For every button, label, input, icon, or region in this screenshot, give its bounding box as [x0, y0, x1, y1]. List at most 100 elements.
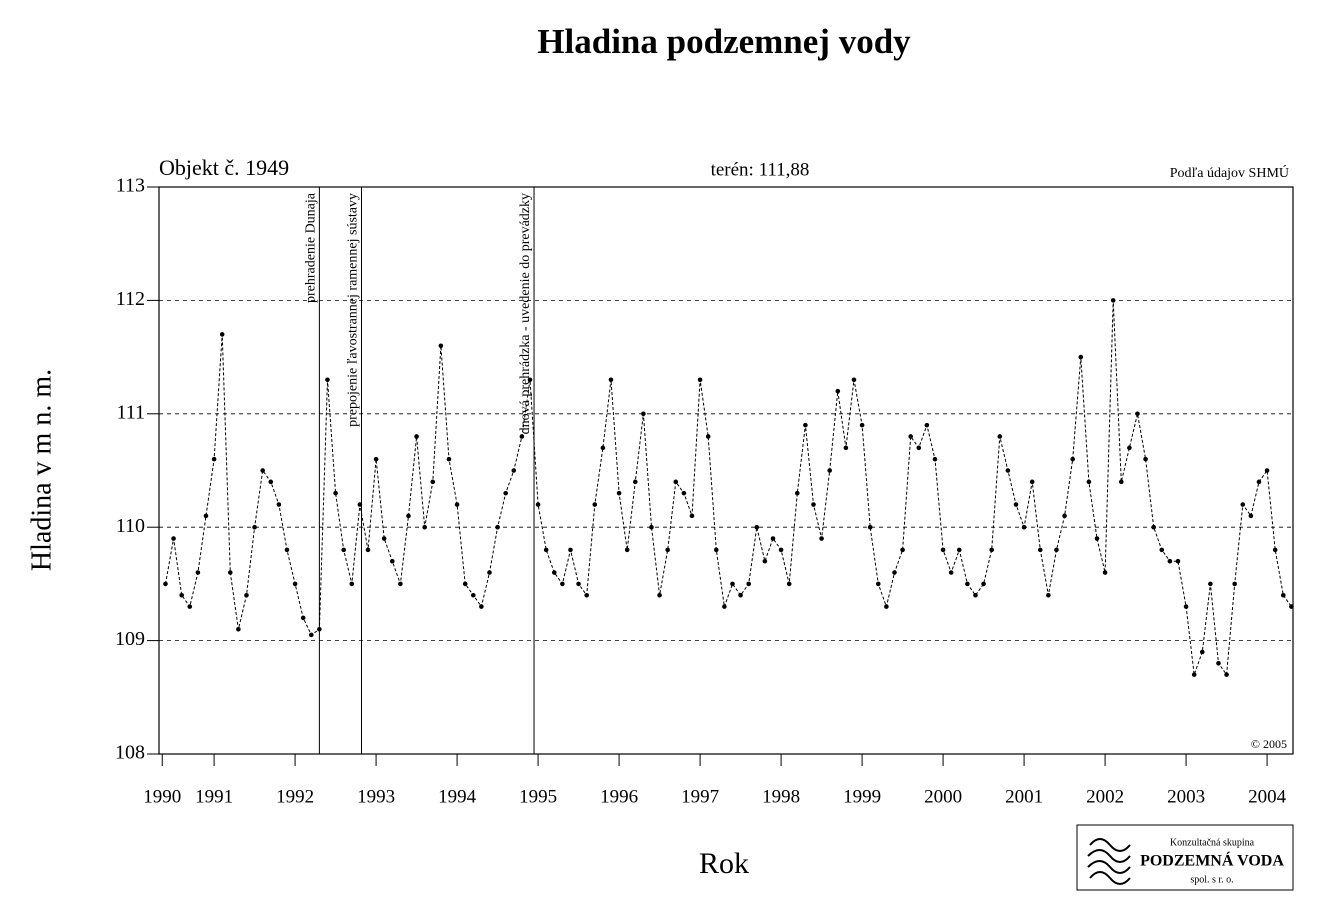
- data-point: [568, 547, 573, 553]
- data-point: [632, 479, 638, 485]
- data-point: [519, 434, 525, 439]
- data-point: [600, 445, 606, 451]
- x-tick-label: 1997: [681, 786, 719, 807]
- logo-name: PODZEMNÁ VODA: [1140, 851, 1284, 870]
- x-tick-label: 2001: [1005, 786, 1043, 807]
- data-point: [705, 434, 711, 439]
- data-point: [1264, 468, 1270, 473]
- data-point: [1183, 604, 1189, 609]
- x-tick-label: 1992: [276, 786, 314, 807]
- data-point: [470, 592, 476, 598]
- x-tick-label: 2004: [1248, 786, 1287, 807]
- data-point: [965, 581, 970, 587]
- data-point: [389, 558, 395, 564]
- data-point: [1135, 411, 1140, 417]
- data-point: [673, 479, 679, 485]
- data-point: [689, 513, 695, 519]
- data-point: [365, 547, 371, 553]
- data-point: [1118, 479, 1124, 485]
- data-point: [1216, 660, 1221, 666]
- data-point: [738, 592, 743, 598]
- data-point: [867, 524, 873, 530]
- data-point: [487, 570, 492, 575]
- data-point: [422, 524, 427, 530]
- data-point: [665, 547, 670, 553]
- data-point: [349, 581, 355, 587]
- data-point: [754, 524, 760, 530]
- data-point: [592, 502, 598, 507]
- data-point: [1054, 547, 1059, 553]
- data-point: [811, 502, 816, 507]
- x-tick-label: 1995: [519, 786, 557, 807]
- data-point: [624, 547, 630, 553]
- data-point: [1078, 354, 1084, 360]
- data-point: [1046, 592, 1051, 598]
- data-point: [179, 592, 184, 598]
- x-tick-label: 1999: [843, 786, 881, 807]
- y-tick-label: 109: [115, 628, 145, 650]
- data-point: [495, 524, 500, 530]
- data-point: [430, 479, 436, 485]
- data-point: [997, 434, 1003, 439]
- data-point: [778, 547, 784, 553]
- data-point: [713, 547, 719, 553]
- data-point: [1005, 468, 1011, 473]
- data-point: [1127, 445, 1132, 451]
- data-point: [454, 502, 460, 507]
- data-point: [973, 592, 978, 598]
- data-point: [252, 524, 257, 530]
- data-point: [1175, 558, 1181, 564]
- data-point: [794, 490, 800, 496]
- logo-frame: [1076, 824, 1294, 891]
- data-point: [1224, 672, 1229, 677]
- data-point: [1013, 502, 1019, 507]
- data-point: [616, 490, 622, 496]
- data-point: [1280, 592, 1286, 598]
- data-point: [908, 434, 913, 439]
- y-tick-label: 112: [116, 288, 145, 310]
- data-point: [859, 422, 865, 428]
- data-point: [446, 456, 452, 462]
- data-point: [875, 581, 881, 587]
- data-point: [722, 604, 727, 609]
- x-tick-label: 1994: [438, 786, 477, 807]
- x-tick-label: 1998: [762, 786, 800, 807]
- y-tick-label: 108: [115, 742, 145, 764]
- data-point: [1110, 298, 1116, 303]
- source-label: Podľa údajov SHMÚ: [1170, 164, 1289, 181]
- data-point: [819, 536, 824, 541]
- data-point: [697, 377, 703, 383]
- logo-line: Konzultačná skupina: [1170, 837, 1255, 848]
- data-point: [325, 377, 330, 383]
- data-point: [1208, 581, 1213, 587]
- data-point: [357, 502, 363, 507]
- y-axis-label: Hladina v m n. m.: [26, 369, 57, 571]
- x-tick-label: 1993: [357, 786, 395, 807]
- data-point: [835, 388, 841, 394]
- data-point: [300, 615, 306, 621]
- plot-frame: [158, 186, 1294, 755]
- data-point: [171, 536, 176, 541]
- data-point: [341, 547, 346, 553]
- data-point: [195, 570, 201, 575]
- data-point: [1151, 524, 1156, 530]
- data-point: [462, 581, 468, 587]
- data-point: [381, 536, 387, 541]
- data-point: [260, 468, 265, 473]
- data-point: [989, 547, 994, 553]
- x-tick-label: 2003: [1167, 786, 1205, 807]
- data-point: [641, 411, 646, 417]
- data-point: [884, 604, 889, 609]
- data-point: [227, 570, 233, 575]
- data-point: [649, 524, 654, 530]
- data-point: [1240, 502, 1246, 507]
- data-point: [203, 513, 209, 519]
- x-tick-label: 2002: [1086, 786, 1124, 807]
- data-point: [284, 547, 290, 553]
- logo-icon: [1087, 838, 1131, 885]
- chart-title: Hladina podzemnej vody: [537, 22, 911, 61]
- data-point: [187, 604, 193, 609]
- data-point: [1021, 524, 1027, 530]
- data-point: [398, 581, 403, 587]
- data-point: [1248, 513, 1254, 519]
